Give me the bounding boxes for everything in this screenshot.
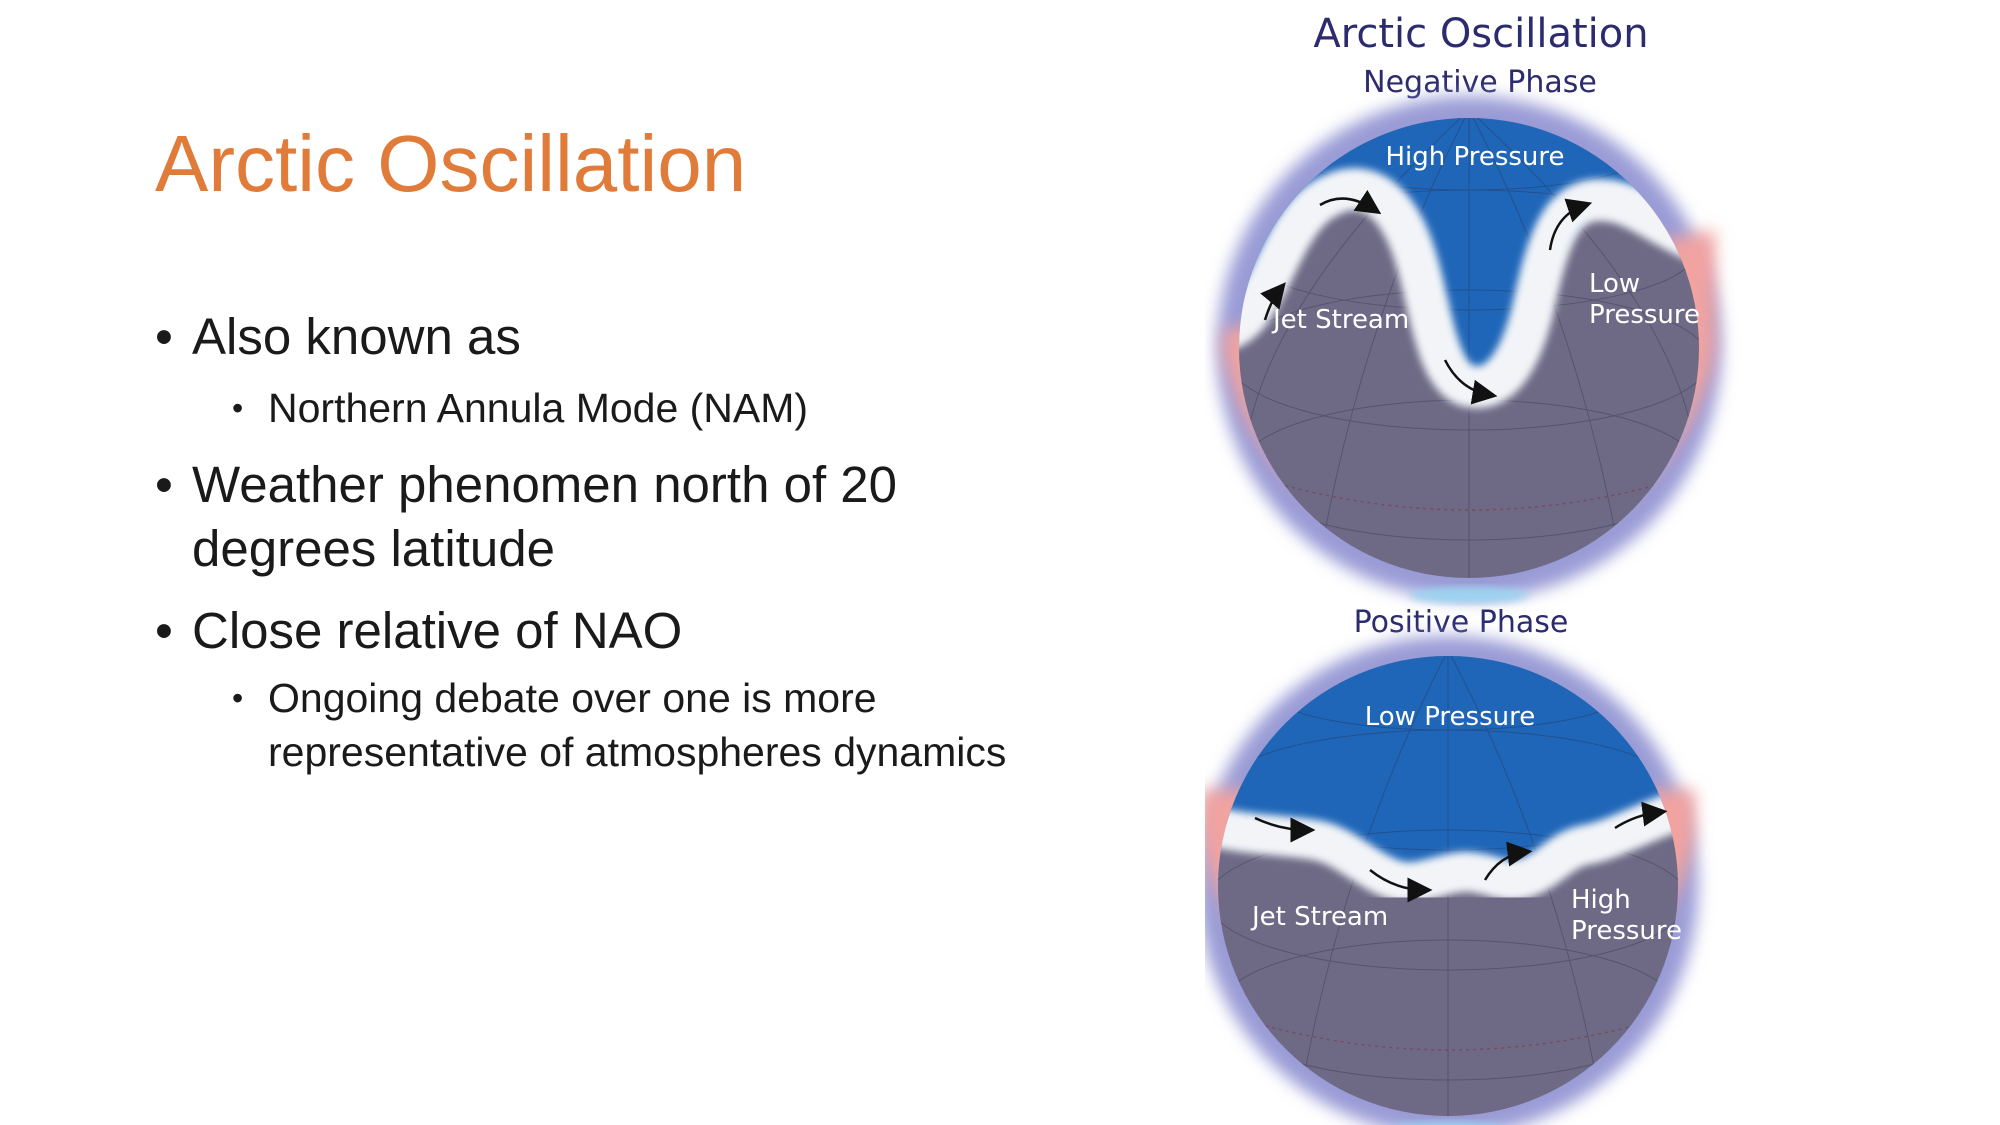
bullet-item: • Close relative of NAO	[155, 599, 1035, 663]
bullet-text: Close relative of NAO	[192, 602, 683, 659]
bullet-item: • Ongoing debate over one is more repres…	[155, 671, 1068, 779]
side-pressure-label-line1: High	[1571, 885, 1631, 915]
jet-arrow	[1483, 841, 1533, 881]
arctic-oscillation-diagram: Arctic Oscillation Negative Phase	[1205, 0, 1745, 1125]
jet-stream-label: Jet Stream	[1250, 902, 1388, 932]
halo-cyan-bottom	[1401, 1122, 1495, 1125]
top-pressure-label: Low Pressure	[1365, 702, 1536, 732]
bullet-glyph: •	[155, 308, 173, 365]
side-pressure-label-line1: Low	[1589, 269, 1640, 299]
jet-arrow	[1260, 282, 1286, 321]
positive-phase-label: Positive Phase	[1354, 605, 1569, 640]
jet-stream-label: Jet Stream	[1271, 305, 1409, 335]
bullet-item: • Northern Annula Mode (NAM)	[155, 381, 1035, 435]
bullet-text: Also known as	[192, 308, 521, 365]
side-pressure-label-line2: Pressure	[1571, 916, 1682, 946]
jet-arrow	[1614, 801, 1668, 830]
bullet-glyph: •	[232, 680, 244, 716]
top-pressure-label: High Pressure	[1385, 142, 1564, 172]
jet-arrow	[1548, 198, 1593, 251]
side-pressure-label-line2: Pressure	[1589, 300, 1700, 330]
positive-phase-globe: Positive Phase	[1205, 605, 1698, 1125]
jet-arrow	[1319, 189, 1382, 215]
bullet-glyph: •	[155, 456, 173, 513]
bullet-item: • Weather phenomen north of 20 degrees l…	[155, 453, 1032, 581]
jet-arrow	[1443, 359, 1498, 405]
slide-title: Arctic Oscillation	[155, 119, 747, 208]
halo-cyan-bottom	[1409, 587, 1529, 603]
bullet-list: • Also known as • Northern Annula Mode (…	[155, 305, 1035, 779]
bullet-text: Ongoing debate over one is more represen…	[268, 675, 1007, 775]
bullet-text: Northern Annula Mode (NAM)	[268, 385, 809, 431]
jet-stream-band	[1239, 168, 1699, 409]
negative-phase-label: Negative Phase	[1363, 65, 1597, 100]
figure-title: Arctic Oscillation	[1313, 11, 1648, 57]
jet-arrow	[1254, 816, 1316, 843]
bullet-text: Weather phenomen north of 20 degrees lat…	[192, 456, 898, 577]
negative-phase-globe: Negative Phase	[1217, 65, 1721, 603]
bullet-glyph: •	[155, 602, 173, 659]
jet-arrow	[1369, 869, 1433, 903]
bullet-glyph: •	[232, 390, 244, 426]
bullet-item: • Also known as	[155, 305, 1035, 369]
